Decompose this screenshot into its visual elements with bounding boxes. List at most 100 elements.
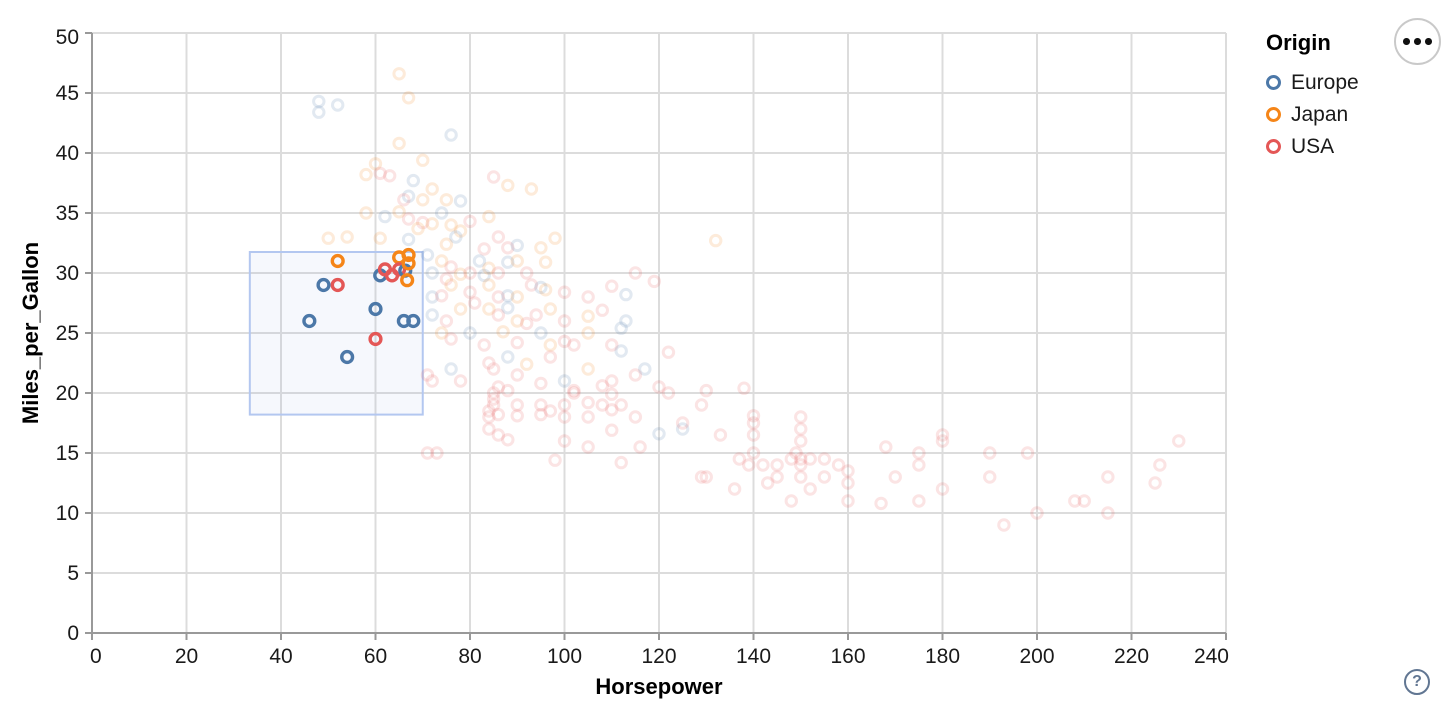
data-point (482, 302, 496, 316)
data-point (482, 278, 496, 292)
data-point (397, 193, 411, 207)
data-point (874, 496, 888, 511)
x-tick-label: 100 (547, 645, 582, 668)
data-point (614, 398, 628, 412)
x-tick-label: 40 (269, 645, 292, 668)
data-point (312, 105, 326, 119)
data-point-selected (330, 253, 345, 269)
data-point (529, 308, 543, 322)
data-point (425, 374, 439, 388)
data-point (737, 381, 751, 395)
data-point (534, 376, 548, 391)
x-tick-label: 240 (1194, 645, 1229, 668)
data-point (340, 230, 354, 244)
data-point (510, 314, 524, 328)
data-point-selected (316, 277, 331, 293)
data-point (652, 427, 666, 441)
y-tick-label: 5 (67, 562, 79, 585)
help-icon[interactable]: ? (1404, 669, 1430, 695)
data-point (430, 446, 444, 460)
data-point (491, 230, 506, 244)
chart-actions-button[interactable] (1394, 18, 1441, 65)
data-point (983, 446, 997, 460)
data-point (879, 440, 893, 454)
data-point (935, 482, 950, 496)
data-point (420, 368, 435, 382)
data-point (841, 476, 855, 490)
data-point (661, 386, 676, 400)
data-point (794, 458, 808, 472)
data-point (543, 404, 558, 418)
data-point (789, 446, 803, 460)
data-point (628, 266, 643, 280)
data-point-selected (302, 313, 317, 329)
data-point (444, 362, 458, 376)
data-point (638, 362, 652, 376)
data-point (619, 314, 633, 328)
legend-label-usa: USA (1291, 134, 1335, 158)
data-point (520, 357, 534, 371)
data-point (661, 345, 676, 359)
data-point (501, 433, 515, 447)
data-point (595, 379, 609, 393)
data-point (401, 189, 416, 203)
data-point (647, 274, 661, 289)
data-point (1101, 506, 1115, 520)
data-point (605, 338, 619, 352)
data-point (368, 157, 383, 171)
data-point (477, 242, 491, 256)
data-point (628, 368, 643, 382)
data-point (444, 218, 458, 232)
data-point (420, 248, 435, 262)
data-point (770, 470, 784, 484)
data-point (614, 455, 628, 470)
data-point (538, 255, 553, 269)
data-point (472, 254, 487, 268)
data-point (1068, 494, 1082, 508)
data-point (1030, 506, 1044, 520)
data-point (794, 422, 808, 436)
data-point (411, 221, 425, 236)
data-point (434, 254, 449, 268)
x-tick-label: 20 (175, 645, 198, 668)
data-point (359, 167, 373, 182)
data-point (496, 325, 510, 339)
data-point (581, 395, 595, 410)
data-point (510, 335, 524, 350)
x-tick-label: 80 (458, 645, 481, 668)
data-point (746, 409, 761, 423)
data-point (746, 446, 761, 460)
data-point (491, 380, 506, 394)
data-point (463, 266, 477, 280)
data-point (382, 169, 397, 183)
data-point (888, 470, 902, 484)
data-point (420, 446, 435, 460)
data-point (699, 470, 713, 484)
legend-label-japan: Japan (1291, 102, 1349, 126)
data-point (491, 428, 506, 442)
data-point (605, 374, 619, 388)
data-point (482, 261, 496, 275)
data-point (760, 476, 775, 490)
data-point (1077, 494, 1091, 508)
data-point (595, 398, 609, 412)
data-point-selected (368, 301, 383, 317)
data-point (510, 398, 524, 412)
data-point (935, 428, 950, 442)
data-point (444, 128, 458, 142)
data-point (510, 368, 524, 382)
data-point (746, 416, 761, 430)
data-point-selected (392, 262, 407, 277)
data-point (983, 470, 997, 484)
x-tick-label: 120 (641, 645, 676, 668)
data-point (378, 209, 392, 224)
europe-circle-icon (1266, 74, 1281, 90)
data-point (543, 350, 558, 364)
data-point (444, 260, 458, 274)
data-point (817, 452, 832, 466)
data-point (595, 303, 609, 317)
data-point (463, 326, 477, 340)
data-point (633, 440, 647, 454)
data-point (486, 170, 501, 184)
